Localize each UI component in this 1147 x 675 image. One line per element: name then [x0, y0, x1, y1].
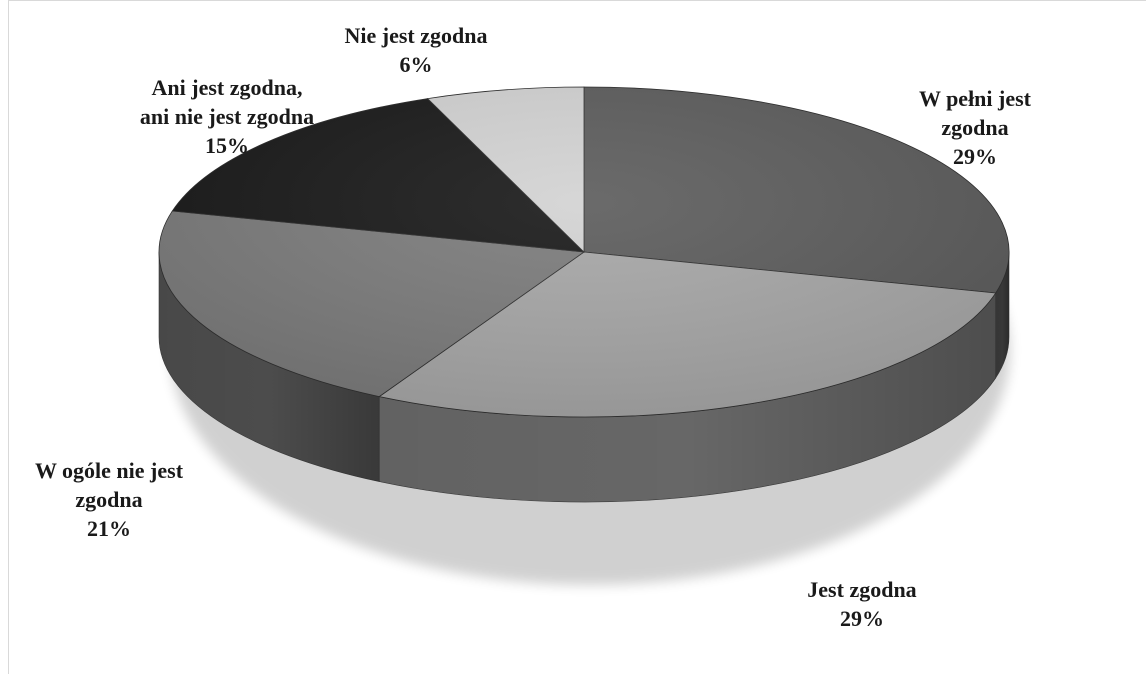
slice-category-label: zgodna	[941, 115, 1008, 140]
slice-value-label: 6%	[400, 52, 433, 77]
slice-label-2: W ogóle nie jest zgodna 21%	[35, 458, 184, 541]
slice-category-label: zgodna	[75, 487, 142, 512]
slice-value-label: 15%	[205, 133, 249, 158]
pie-side-shade-0	[995, 252, 1009, 379]
slice-category-label: W ogóle nie jest	[35, 458, 184, 483]
slice-value-label: 29%	[953, 144, 997, 169]
slice-value-label: 29%	[840, 606, 884, 631]
slice-category-label: Jest zgodna	[807, 577, 916, 602]
slice-label-3: Ani jest zgodna, ani nie jest zgodna 15%	[140, 75, 314, 158]
pie-sides	[158, 251, 1010, 503]
slice-category-label: Ani jest zgodna,	[152, 75, 303, 100]
pie-side-shade-1	[379, 293, 996, 502]
slice-category-label: Nie jest zgodna	[345, 23, 488, 48]
slice-label-0: W pełni jest zgodna 29%	[919, 86, 1032, 169]
slice-category-label: W pełni jest	[919, 86, 1032, 111]
slice-category-label: ani nie jest zgodna	[140, 104, 314, 129]
pie-side-shade-2	[159, 252, 380, 482]
pie-labels: W pełni jest zgodna 29% Jest zgodna 29% W ogó…	[35, 23, 1032, 631]
pie-top-gloss	[159, 87, 1009, 417]
slice-label-4: Nie jest zgodna 6%	[345, 23, 488, 77]
slice-label-1: Jest zgodna 29%	[807, 577, 916, 631]
slice-value-label: 21%	[87, 516, 131, 541]
pie-top	[158, 86, 1010, 418]
